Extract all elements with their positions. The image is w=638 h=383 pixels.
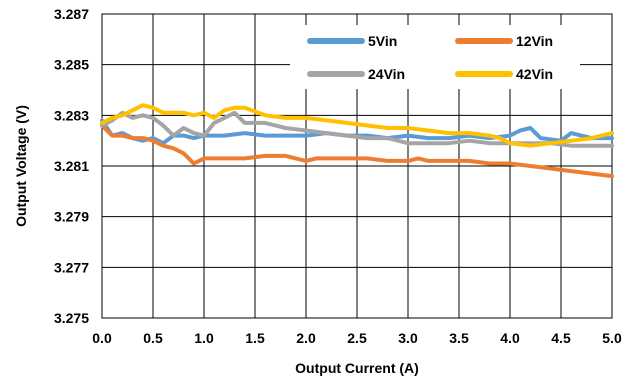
x-tick-labels: 0.0 0.5 1.0 1.5 2.0 2.5 3.0 3.5 4.0 4.5 5.0 bbox=[92, 330, 622, 346]
series-line-24vin bbox=[100, 110, 614, 148]
legend-label-24vin: 24Vin bbox=[368, 66, 405, 82]
x-tick-label: 1.0 bbox=[194, 330, 214, 346]
x-tick-label: 3.5 bbox=[449, 330, 469, 346]
x-tick-label: 5.0 bbox=[602, 330, 622, 346]
x-tick-label: 2.5 bbox=[347, 330, 367, 346]
x-tick-label: 4.0 bbox=[500, 330, 520, 346]
x-tick-label: 1.5 bbox=[245, 330, 265, 346]
y-tick-label: 3.281 bbox=[54, 158, 89, 174]
y-tick-label: 3.275 bbox=[54, 310, 89, 326]
legend-label-42vin: 42Vin bbox=[516, 66, 553, 82]
x-tick-label: 0.0 bbox=[92, 330, 112, 346]
legend-label-5vin: 5Vin bbox=[368, 33, 397, 49]
plot-area-border bbox=[101, 13, 613, 319]
y-axis-label: Output Voltage (V) bbox=[13, 105, 29, 227]
legend-label-12vin: 12Vin bbox=[516, 33, 553, 49]
y-tick-label: 3.277 bbox=[54, 259, 89, 275]
x-axis-label: Output Current (A) bbox=[295, 360, 419, 376]
y-tick-labels: 3.275 3.277 3.279 3.281 3.283 3.285 3.287 bbox=[54, 6, 89, 326]
legend: 5Vin 12Vin 24Vin 42Vin bbox=[290, 25, 580, 89]
y-tick-label: 3.279 bbox=[54, 209, 89, 225]
x-tick-label: 4.5 bbox=[551, 330, 571, 346]
y-tick-label: 3.287 bbox=[54, 6, 89, 22]
x-tick-label: 0.5 bbox=[143, 330, 163, 346]
series-lines bbox=[100, 103, 614, 179]
y-tick-label: 3.283 bbox=[54, 107, 89, 123]
legend-box bbox=[290, 25, 580, 89]
series-line-42vin bbox=[100, 103, 614, 148]
x-tick-label: 2.0 bbox=[296, 330, 316, 346]
series-line-12vin bbox=[100, 123, 614, 179]
x-tick-label: 3.0 bbox=[398, 330, 418, 346]
y-tick-label: 3.285 bbox=[54, 57, 89, 73]
